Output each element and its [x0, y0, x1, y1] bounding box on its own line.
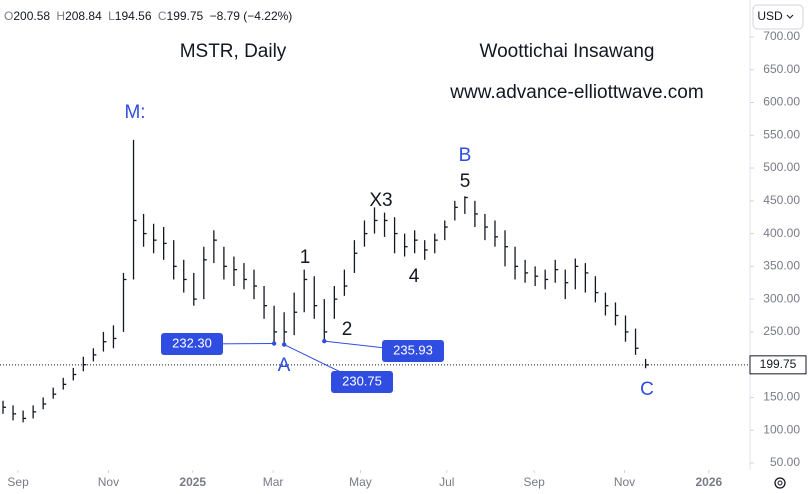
callout-box: [382, 340, 444, 362]
low: 194.56: [115, 9, 152, 23]
wave-label: 1: [300, 247, 311, 268]
x-tick-label: Mar: [263, 475, 284, 489]
callout-dot: [281, 342, 287, 347]
y-tick-label: 100.00: [763, 422, 800, 436]
x-tick-label: Nov: [614, 475, 635, 489]
l-label: L: [108, 9, 115, 23]
chart-title: MSTR, Daily: [180, 41, 287, 62]
ohlc-header: O200.58 H208.84 L194.56 C199.75 −8.79 (−…: [4, 9, 292, 23]
wave-label: M:: [124, 102, 145, 123]
high: 208.84: [65, 9, 102, 23]
callout-label: 230.75: [342, 373, 382, 388]
y-tick-label: 400.00: [763, 226, 800, 240]
website: www.advance-elliottwave.com: [449, 82, 703, 103]
y-tick-label: 600.00: [763, 95, 800, 109]
o-label: O: [4, 9, 13, 23]
settings-icon[interactable]: [774, 477, 786, 489]
y-tick-label: 500.00: [763, 160, 800, 174]
y-tick-label: 50.00: [770, 455, 800, 469]
callout-label: 232.30: [172, 335, 212, 350]
wave-label: B: [459, 145, 472, 166]
y-tick-label: 150.00: [763, 390, 800, 404]
x-tick-label: May: [349, 475, 372, 489]
y-tick-label: 650.00: [763, 62, 800, 76]
close: 199.75: [167, 9, 204, 23]
x-tick-label: 2025: [179, 475, 206, 489]
last-price-box: [749, 355, 807, 375]
y-tick-label: 250.00: [763, 324, 800, 338]
open: 200.58: [13, 9, 50, 23]
wave-label: 2: [342, 319, 353, 340]
callout-dot: [271, 341, 277, 346]
y-tick-label: 350.00: [763, 259, 800, 273]
y-tick-label: 550.00: [763, 127, 800, 141]
currency[interactable]: USD: [757, 9, 783, 23]
y-tick-label: 700.00: [763, 29, 800, 43]
author: Woottichai Insawang: [480, 41, 655, 62]
wave-label: 4: [409, 266, 420, 287]
callout-box: [331, 371, 393, 393]
currency-button[interactable]: [752, 4, 804, 30]
wave-label: A: [278, 355, 291, 376]
x-tick-label: Sep: [7, 475, 29, 489]
x-tick-label: Jul: [439, 475, 454, 489]
y-tick-label: 450.00: [763, 193, 800, 207]
callout-box: [161, 333, 223, 355]
change: −8.79 (−4.22%): [210, 9, 293, 23]
callout-label: 235.93: [393, 342, 433, 357]
callout-dot: [322, 338, 327, 344]
wave-label: X3: [369, 190, 392, 211]
x-tick-label: 2026: [695, 475, 722, 489]
h-label: H: [56, 9, 65, 23]
last-price-label: 199.75: [760, 357, 797, 371]
y-tick-label: 300.00: [763, 291, 800, 305]
x-tick-label: Sep: [523, 475, 545, 489]
dropdown-icon[interactable]: [786, 14, 794, 19]
wave-label: 5: [460, 171, 471, 192]
c-label: C: [158, 9, 167, 23]
wave-label: C: [640, 379, 654, 400]
x-tick-label: Nov: [98, 475, 119, 489]
